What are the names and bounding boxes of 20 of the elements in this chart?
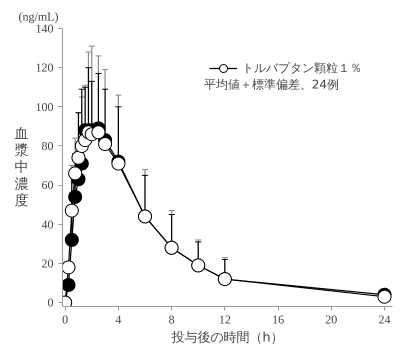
y-tick-label: 20: [42, 256, 54, 270]
x-tick-label: 16: [272, 312, 284, 326]
y-tick-label: 60: [42, 178, 54, 192]
y-tick-label: 120: [36, 60, 54, 75]
y-tick-label: 80: [42, 138, 54, 153]
legend-label: トルバプタン顆粒１％: [242, 60, 362, 76]
y-tick-label: 0: [48, 296, 54, 310]
y-tick-label: 100: [36, 100, 54, 114]
x-tick-label: 8: [168, 312, 175, 326]
x-tick-label: 24: [378, 312, 391, 326]
y-tick-label: 40: [42, 217, 54, 232]
y-axis-title: 血漿中濃度: [14, 126, 28, 210]
x-axis-title: 投与後の時間（h）: [170, 330, 284, 346]
y-tick-label: 140: [36, 22, 54, 36]
annotation: 平均値＋標準偏差、24例: [204, 77, 340, 92]
x-tick-label: 0: [62, 312, 68, 326]
x-tick-label: 12: [218, 312, 231, 326]
text: (ng/mL): [18, 10, 58, 24]
x-tick-label: 4: [115, 312, 122, 326]
x-tick-label: 20: [325, 312, 338, 326]
